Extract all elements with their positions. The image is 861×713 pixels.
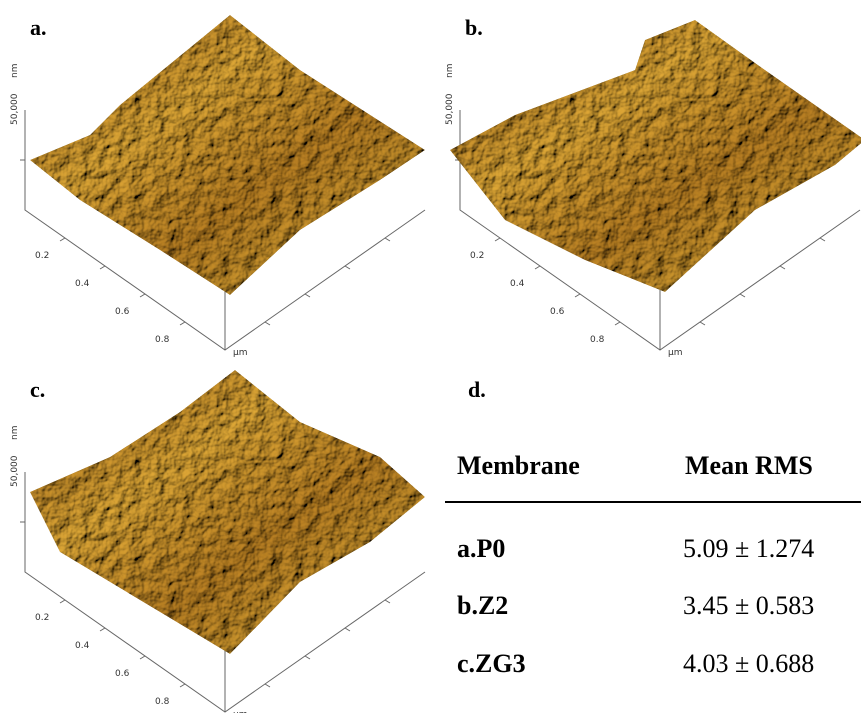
tick	[179, 321, 186, 326]
x-tick-label: 0.4	[75, 641, 90, 651]
panel-label: a.	[30, 15, 47, 40]
tick	[494, 237, 501, 242]
tick	[304, 655, 311, 660]
table-cell: 5.09 ± 1.274	[683, 534, 814, 563]
x-tick-label: 0.2	[35, 613, 49, 623]
z-tick-label: 50,000	[445, 93, 455, 125]
x-tick-label: 0.4	[75, 279, 90, 289]
tick	[139, 293, 146, 298]
tick	[59, 237, 66, 242]
table-cell: c.ZG3	[457, 649, 526, 678]
x-tick-label: 0.6	[115, 307, 130, 317]
tick	[699, 321, 706, 326]
x-unit: µm	[233, 710, 248, 713]
afm-surface	[450, 20, 861, 292]
tick	[819, 237, 826, 242]
tick	[304, 293, 311, 298]
z-unit: nm	[445, 64, 455, 78]
tick	[264, 683, 271, 688]
z-unit: nm	[10, 426, 20, 440]
panels: 0.2 0.4 0.6 0.8 µm nm 50,000 a. 0.2 0.4 0.6 0.8 µm nm…	[10, 15, 861, 713]
tick	[59, 599, 66, 604]
x-tick-label: 0.8	[155, 335, 170, 345]
table-cell: b.Z2	[457, 591, 508, 620]
tick	[614, 321, 621, 326]
x-tick-label: 0.6	[550, 307, 565, 317]
tick	[574, 293, 581, 298]
table-header: Mean RMS	[685, 451, 813, 480]
afm-panel: 0.2 0.4 0.6 0.8 µm nm 50,000 a.	[10, 15, 426, 358]
panel-label: b.	[465, 15, 483, 40]
panel-label: d.	[468, 377, 486, 402]
tick	[739, 293, 746, 298]
tick	[99, 627, 106, 632]
table-cell: 4.03 ± 0.688	[683, 649, 814, 678]
table-header: Membrane	[457, 451, 580, 480]
afm-panel: 0.2 0.4 0.6 0.8 µm nm 50,000 b.	[445, 15, 861, 358]
tick	[384, 599, 391, 604]
tick	[139, 655, 146, 660]
x-unit: µm	[668, 348, 683, 358]
tick	[384, 237, 391, 242]
tick	[99, 265, 106, 270]
x-tick-label: 0.8	[590, 335, 605, 345]
afm-surface	[30, 15, 425, 295]
x-tick-label: 0.8	[155, 697, 170, 707]
tick	[344, 627, 351, 632]
table: d. Membrane Mean RMS a.P0 5.09 ± 1.274 b…	[445, 377, 861, 678]
tick	[179, 683, 186, 688]
tick	[344, 265, 351, 270]
x-tick-label: 0.2	[35, 251, 49, 261]
x-tick-label: 0.4	[510, 279, 525, 289]
x-tick-label: 0.6	[115, 669, 130, 679]
z-unit: nm	[10, 64, 20, 78]
tick	[779, 265, 786, 270]
tick	[534, 265, 541, 270]
panel-label: c.	[30, 377, 45, 402]
afm-surface	[30, 370, 425, 654]
z-tick-label: 50,000	[10, 455, 20, 487]
tick	[264, 321, 271, 326]
afm-panel: 0.2 0.4 0.6 0.8 µm nm 50,000 c.	[10, 370, 426, 713]
z-tick-label: 50,000	[10, 93, 20, 125]
table-cell: 3.45 ± 0.583	[683, 591, 814, 620]
x-unit: µm	[233, 348, 248, 358]
table-cell: a.P0	[457, 534, 505, 563]
x-tick-label: 0.2	[470, 251, 484, 261]
